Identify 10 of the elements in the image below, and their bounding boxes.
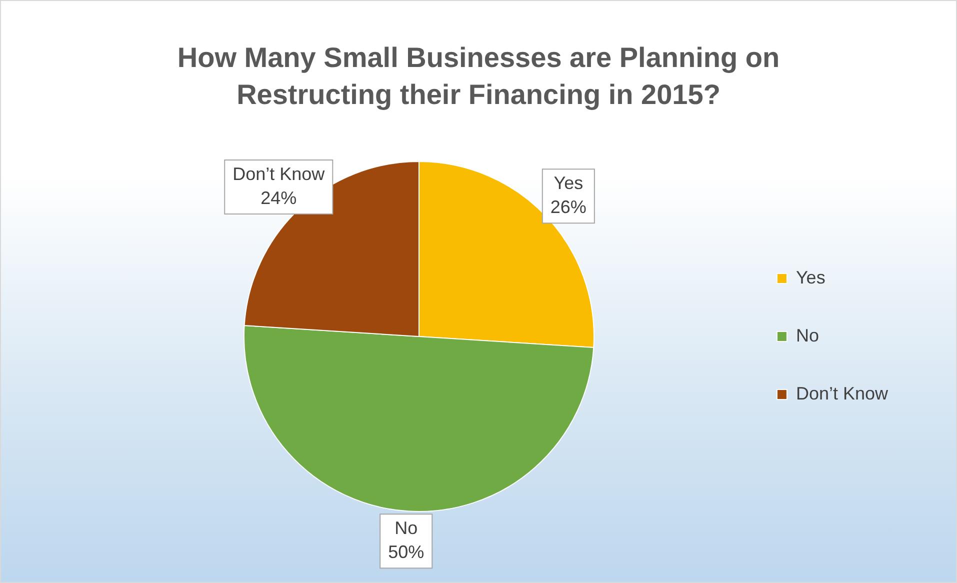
slice-label: No (394, 518, 418, 538)
slice-label: Yes (554, 173, 584, 194)
data-label: 26% (550, 197, 586, 218)
slice-label: Don’t Know (232, 164, 326, 184)
data-label: 24% (260, 188, 297, 208)
legend-label: Don’t Know (796, 383, 889, 404)
data-label: 50% (388, 542, 424, 562)
legend-label: Yes (796, 267, 826, 288)
chart-title: How Many Small Businesses are Planning on Restructing their Financing in 2015? (176, 41, 781, 112)
legend-label: No (796, 325, 819, 346)
